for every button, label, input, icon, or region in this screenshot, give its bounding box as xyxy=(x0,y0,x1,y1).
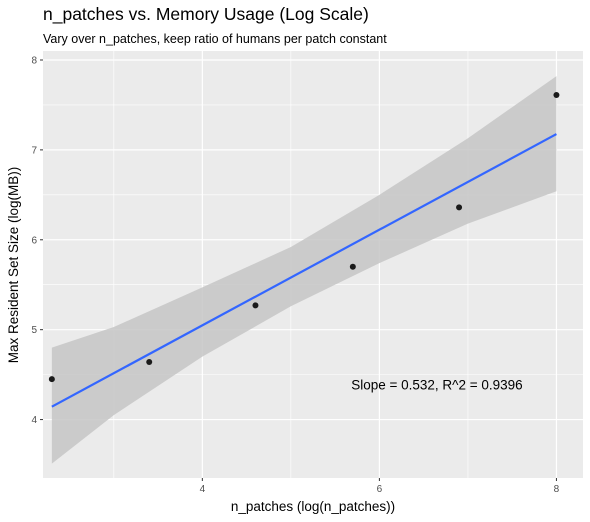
data-point xyxy=(456,204,463,211)
data-point xyxy=(48,376,55,383)
x-axis-title: n_patches (log(n_patches)) xyxy=(231,499,395,514)
fit-line xyxy=(51,133,557,408)
y-tick-label: 4 xyxy=(31,415,37,426)
data-point xyxy=(349,263,356,270)
y-tick-label: 5 xyxy=(31,325,37,336)
data-points xyxy=(48,92,560,383)
chart-subtitle: Vary over n_patches, keep ratio of human… xyxy=(43,32,387,46)
y-tick-label: 7 xyxy=(31,145,37,156)
x-tick-label: 4 xyxy=(200,484,206,495)
y-axis-ticks: 4 5 6 7 8 xyxy=(31,55,43,426)
data-point xyxy=(146,359,153,366)
data-point xyxy=(252,302,259,309)
x-tick-label: 8 xyxy=(554,484,560,495)
data-point xyxy=(553,92,560,99)
chart-title: n_patches vs. Memory Usage (Log Scale) xyxy=(43,4,369,24)
y-axis-title: Max Resident Set Size (log(MB)) xyxy=(6,167,21,364)
x-axis-ticks: 4 6 8 xyxy=(200,478,560,495)
y-tick-label: 8 xyxy=(31,55,37,66)
minor-grid xyxy=(43,51,583,478)
y-tick-label: 6 xyxy=(31,235,37,246)
slope-annotation: Slope = 0.532, R^2 = 0.9396 xyxy=(351,378,522,393)
x-tick-label: 6 xyxy=(377,484,383,495)
